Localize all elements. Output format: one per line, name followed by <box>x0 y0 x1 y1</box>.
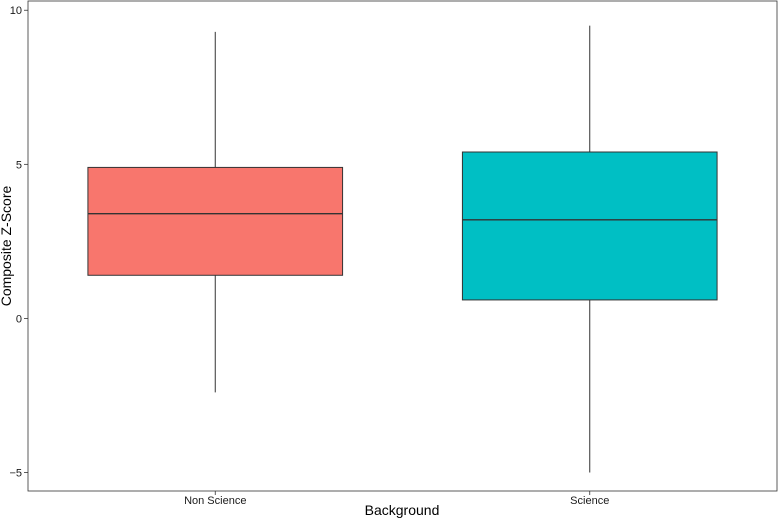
y-axis: −5 0 5 10 <box>9 5 28 480</box>
y-axis-title: Composite Z-Score <box>0 185 14 306</box>
x-axis: Non Science Science <box>184 491 609 507</box>
y-tick-label: 0 <box>16 313 22 325</box>
y-tick-label: −5 <box>9 468 22 480</box>
box-group <box>87 31 344 393</box>
x-tick-label: Science <box>570 495 609 507</box>
x-tick-label: Non Science <box>184 495 246 507</box>
box-group <box>461 25 718 473</box>
box <box>87 166 344 276</box>
boxes <box>87 25 718 473</box>
box <box>461 151 718 301</box>
y-tick-label: 10 <box>10 5 22 17</box>
x-axis-title: Background <box>365 502 440 518</box>
y-tick-label: 5 <box>16 159 22 171</box>
